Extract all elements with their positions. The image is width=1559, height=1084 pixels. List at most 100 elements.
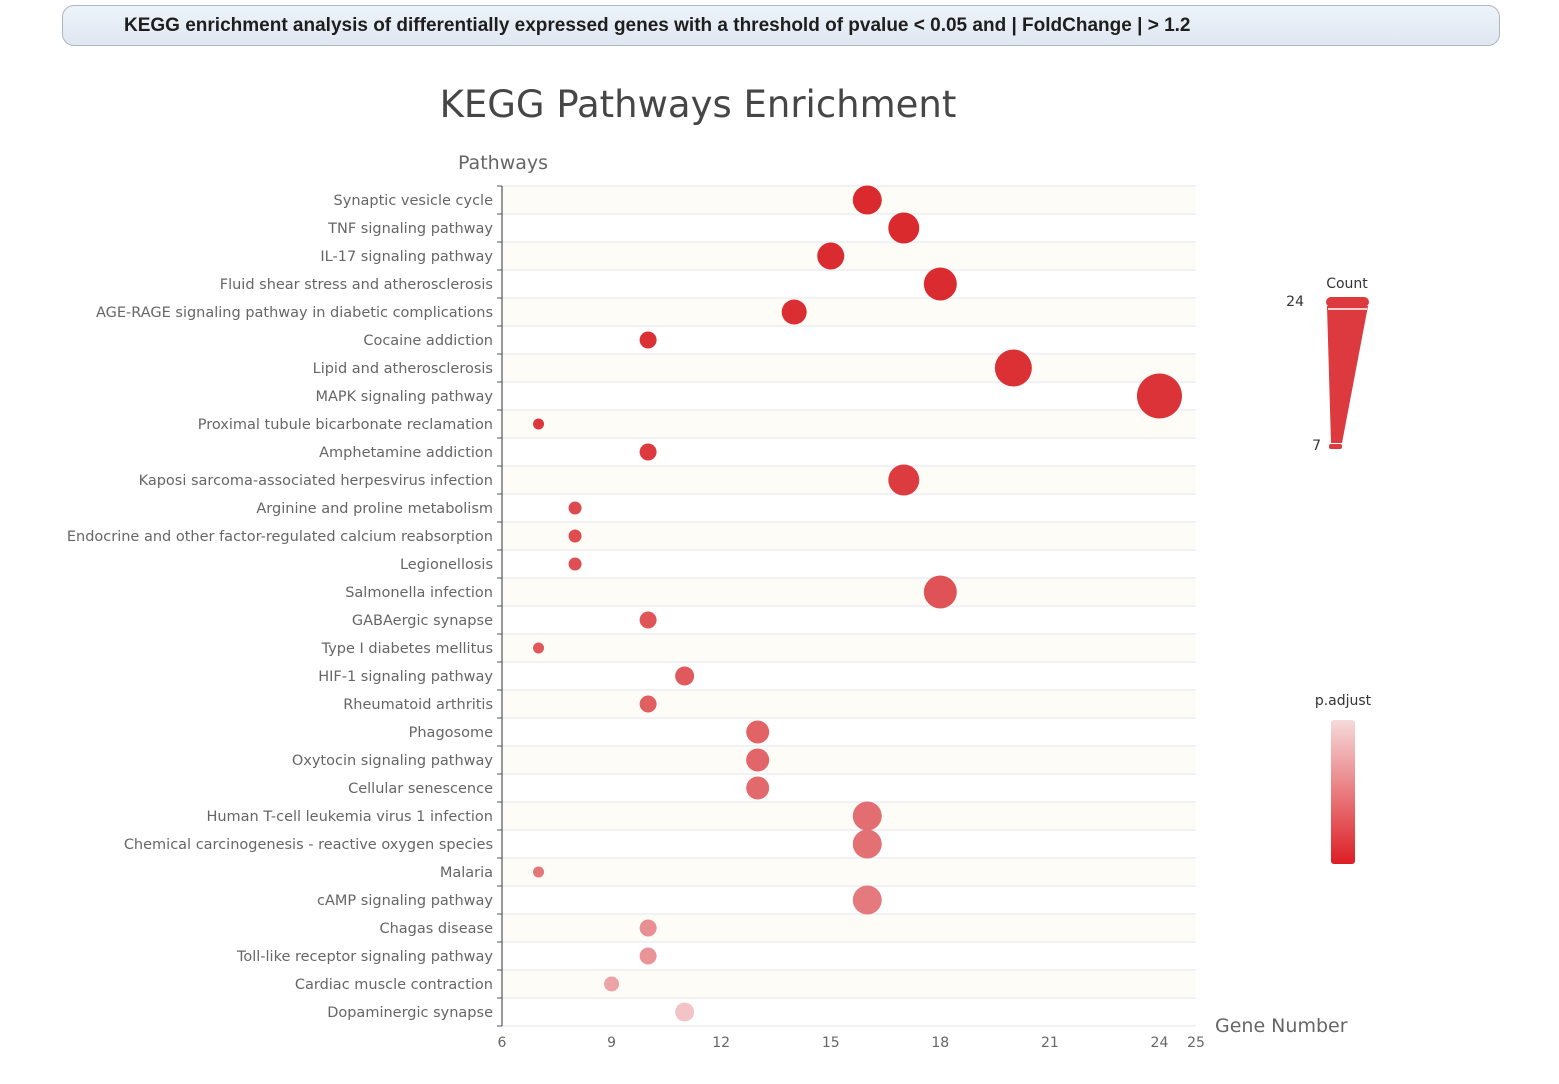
padjust-legend-title: p.adjust xyxy=(1315,693,1372,709)
banner-text: KEGG enrichment analysis of differential… xyxy=(124,15,1191,36)
pathway-bubble xyxy=(817,242,845,270)
pathway-label: Arginine and proline metabolism xyxy=(256,501,493,517)
pathway-bubble xyxy=(533,642,545,654)
x-tick-label: 18 xyxy=(931,1035,949,1051)
pathway-label: Salmonella infection xyxy=(345,585,493,601)
x-tick-label: 12 xyxy=(712,1035,730,1051)
pathway-bubble xyxy=(746,748,770,772)
pathway-bubble xyxy=(746,720,770,744)
pathway-bubble xyxy=(923,267,957,301)
x-tick-label: 15 xyxy=(822,1035,840,1051)
pathway-label: Proximal tubule bicarbonate reclamation xyxy=(198,417,493,433)
pathway-label: Legionellosis xyxy=(400,557,493,573)
y-axis-title: Pathways xyxy=(458,152,548,174)
x-tick-labels: 6 9 12 15 18 21 24 25 xyxy=(498,1035,1205,1051)
pathway-bubble xyxy=(852,829,882,859)
pathway-label: IL-17 signaling pathway xyxy=(320,249,493,265)
pathway-bubble xyxy=(639,443,657,461)
pathway-label: Oxytocin signaling pathway xyxy=(292,753,494,769)
count-legend: Count 24 7 xyxy=(1286,276,1369,454)
count-legend-max: 24 xyxy=(1286,294,1304,310)
y-tick-labels: Synaptic vesicle cycle TNF signaling path… xyxy=(67,193,494,1021)
pathway-bubble xyxy=(568,501,582,515)
row-band xyxy=(502,858,1196,886)
pathway-label: Kaposi sarcoma-associated herpesvirus in… xyxy=(139,473,493,489)
axes xyxy=(497,185,503,1027)
row-band xyxy=(502,690,1196,718)
pathway-bubble xyxy=(994,349,1032,387)
pathway-bubble xyxy=(639,947,657,965)
pathway-label: Amphetamine addiction xyxy=(319,445,493,461)
pathway-label: AGE-RAGE signaling pathway in diabetic c… xyxy=(96,305,493,321)
count-legend-title: Count xyxy=(1326,276,1368,292)
count-legend-min: 7 xyxy=(1312,438,1321,454)
pathway-bubble xyxy=(746,776,770,800)
pathway-label: Human T-cell leukemia virus 1 infection xyxy=(206,809,493,825)
title-banner: KEGG enrichment analysis of differential… xyxy=(62,5,1500,46)
pathway-label: Chemical carcinogenesis - reactive oxyge… xyxy=(124,837,493,853)
bubbles xyxy=(533,185,1182,1022)
pathway-bubble xyxy=(923,575,957,609)
row-band xyxy=(502,354,1196,382)
pathway-bubble xyxy=(1136,373,1182,419)
pathway-label: Toll-like receptor signaling pathway xyxy=(236,949,493,965)
pathway-label: Malaria xyxy=(440,865,493,881)
pathway-bubble xyxy=(888,212,920,244)
pathway-label: Lipid and atherosclerosis xyxy=(313,361,493,377)
row-band xyxy=(502,410,1196,438)
pathway-bubble xyxy=(781,299,807,325)
grid-lines xyxy=(502,185,1196,1027)
pathway-label: cAMP signaling pathway xyxy=(317,893,493,909)
chart-title: KEGG Pathways Enrichment xyxy=(440,83,957,126)
x-tick-label: 9 xyxy=(607,1035,616,1051)
pathway-bubble xyxy=(604,976,620,992)
pathway-label: Dopaminergic synapse xyxy=(327,1005,493,1021)
row-band xyxy=(502,802,1196,830)
x-tick-label: 6 xyxy=(498,1035,507,1051)
pathway-bubble xyxy=(639,695,657,713)
pathway-label: Phagosome xyxy=(409,725,493,741)
pathway-label: MAPK signaling pathway xyxy=(315,389,493,405)
pathway-label: TNF signaling pathway xyxy=(327,221,493,237)
x-tick-label: 21 xyxy=(1041,1035,1059,1051)
x-tick-label: 25 xyxy=(1187,1035,1205,1051)
count-legend-min-handle xyxy=(1329,444,1342,449)
pathway-label: Cocaine addiction xyxy=(363,333,493,349)
row-band xyxy=(502,634,1196,662)
pathway-label: Endocrine and other factor-regulated cal… xyxy=(67,529,493,545)
pathway-bubble xyxy=(852,185,882,215)
x-axis-title: Gene Number xyxy=(1215,1015,1348,1037)
pathway-bubble xyxy=(852,885,882,915)
pathway-bubble xyxy=(568,557,582,571)
row-band xyxy=(502,746,1196,774)
pathway-bubble xyxy=(639,919,657,937)
pathway-bubble xyxy=(888,464,920,496)
pathway-bubble xyxy=(639,331,657,349)
count-legend-wedge xyxy=(1327,306,1368,443)
pathway-label: HIF-1 signaling pathway xyxy=(318,669,493,685)
pathway-bubble xyxy=(852,801,882,831)
pathway-label: GABAergic synapse xyxy=(352,613,493,629)
pathway-label: Chagas disease xyxy=(379,921,493,937)
padjust-legend: p.adjust xyxy=(1315,693,1372,864)
pathway-bubble xyxy=(675,1002,695,1022)
pathway-label: Rheumatoid arthritis xyxy=(343,697,493,713)
pathway-bubble xyxy=(568,529,582,543)
row-band xyxy=(502,298,1196,326)
pathway-bubble xyxy=(639,611,657,629)
row-band xyxy=(502,578,1196,606)
count-legend-max-handle xyxy=(1326,297,1369,307)
pathway-label: Cellular senescence xyxy=(348,781,493,797)
x-tick-label: 24 xyxy=(1151,1035,1169,1051)
row-band xyxy=(502,242,1196,270)
pathway-label: Synaptic vesicle cycle xyxy=(334,193,494,209)
pathway-bubble xyxy=(533,866,545,878)
row-band xyxy=(502,914,1196,942)
pathway-label: Cardiac muscle contraction xyxy=(295,977,493,993)
pathway-label: Type I diabetes mellitus xyxy=(321,641,493,657)
pathway-label: Fluid shear stress and atherosclerosis xyxy=(220,277,493,293)
pathway-bubble xyxy=(675,666,695,686)
pathway-bubble xyxy=(533,418,545,430)
padjust-legend-gradient xyxy=(1331,720,1355,864)
